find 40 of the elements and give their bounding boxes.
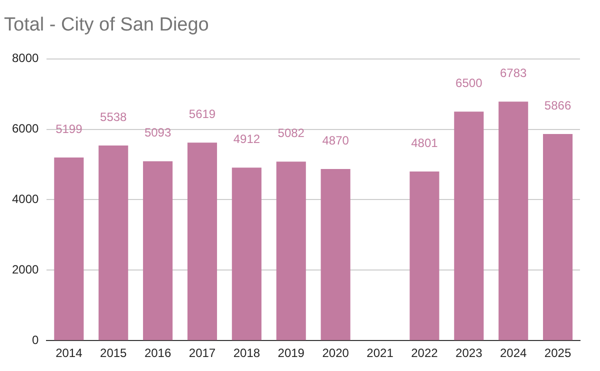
x-tick-label: 2014	[56, 346, 83, 360]
data-label: 5082	[278, 126, 305, 140]
x-tick-label: 2021	[366, 346, 394, 360]
x-tick-label: 2024	[500, 346, 528, 360]
data-label: 4912	[233, 132, 260, 146]
bar	[410, 171, 440, 340]
bar	[232, 168, 262, 340]
x-tick-label: 2016	[144, 346, 172, 360]
data-label: 5093	[144, 126, 172, 140]
bar	[498, 102, 528, 340]
bar	[98, 146, 128, 340]
data-label: 5619	[188, 106, 216, 121]
bar	[187, 142, 218, 340]
data-label: 6783	[500, 66, 528, 80]
x-tick-label: 2015	[100, 346, 128, 360]
bar	[320, 169, 350, 340]
x-tick-label: 2019	[278, 346, 305, 360]
data-label: 4870	[322, 133, 350, 148]
bar	[143, 161, 173, 340]
x-tick-label: 2022	[411, 346, 438, 360]
bar	[276, 162, 306, 340]
data-label: 5538	[100, 110, 128, 124]
y-tick-label: 2000	[12, 262, 40, 276]
y-tick-label: 8000	[12, 51, 40, 66]
y-tick-label: 4000	[12, 192, 40, 206]
y-tick-label: 0	[32, 332, 40, 347]
y-tick-label: 6000	[12, 122, 40, 136]
data-label: 4801	[411, 136, 438, 150]
x-tick-label: 2023	[456, 346, 483, 360]
x-tick-label: 2017	[188, 346, 216, 360]
data-label: 6500	[456, 76, 483, 90]
chart-title: Total - City of San Diego	[4, 14, 209, 36]
x-tick-label: 2025	[544, 346, 572, 360]
bar	[543, 134, 573, 340]
x-tick-label: 2020	[322, 346, 350, 360]
data-label: 5199	[56, 122, 83, 136]
data-label: 5866	[544, 98, 572, 112]
bar	[454, 112, 484, 340]
bar	[54, 157, 84, 340]
x-tick-label: 2018	[233, 346, 260, 360]
